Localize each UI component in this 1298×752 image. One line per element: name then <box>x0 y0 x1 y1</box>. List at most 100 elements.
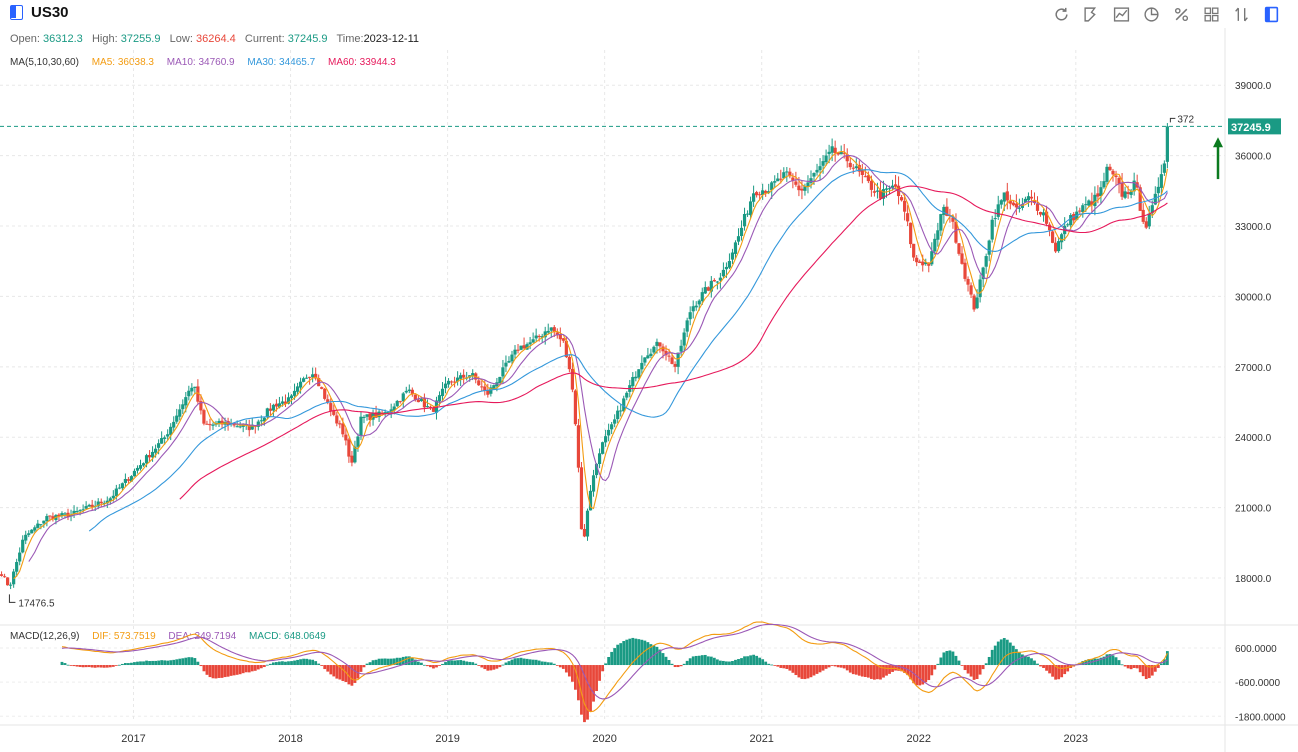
candle-body <box>516 349 520 351</box>
ma10-line <box>28 154 1168 562</box>
candle-body <box>969 285 973 295</box>
candle-body <box>770 182 774 191</box>
candle-body <box>1078 210 1082 212</box>
candle-body <box>154 448 158 453</box>
macd-bar <box>317 663 321 666</box>
compare-icon[interactable] <box>1226 3 1256 25</box>
macd-bar <box>806 665 810 679</box>
candle-body <box>773 181 777 183</box>
macd-bar <box>679 665 683 667</box>
dif-line <box>61 621 1168 713</box>
price-tick-label: 18000.0 <box>1235 574 1272 585</box>
candle-body <box>184 397 188 406</box>
macd-bar <box>492 665 496 670</box>
chart-type-icon[interactable] <box>1106 3 1136 25</box>
candle-body <box>848 162 852 168</box>
ma30-line <box>88 169 1168 532</box>
macd-bar <box>296 659 299 666</box>
macd-bar <box>851 665 855 675</box>
ma30-legend: MA30: 34465.7 <box>247 57 316 68</box>
candle-body <box>326 399 330 403</box>
macd-bar <box>794 665 798 676</box>
macd-legend: MACD(12,26,9) DIF: 573.7519 DEA: 249.719… <box>10 631 336 642</box>
candle-body <box>528 342 532 345</box>
panel-toggle-icon[interactable] <box>10 5 23 20</box>
candle-body <box>942 206 946 215</box>
candle-body <box>280 401 285 404</box>
macd-bar <box>758 657 762 666</box>
macd-bar <box>803 665 807 680</box>
candle-body <box>63 513 67 515</box>
candle-body <box>987 240 991 255</box>
macd-bar <box>1096 658 1100 666</box>
macd-bar <box>102 665 106 668</box>
macd-bar <box>755 655 759 666</box>
macd-bar <box>546 662 550 666</box>
candle-body <box>1147 213 1151 227</box>
drawing-icon[interactable] <box>1076 3 1106 25</box>
macd-bar <box>278 661 281 666</box>
candle-body <box>742 213 747 227</box>
candle-body <box>830 146 834 153</box>
candle-body <box>1057 241 1061 252</box>
candle-body <box>48 515 52 517</box>
pie-icon[interactable] <box>1136 3 1166 25</box>
candle-body <box>81 509 85 511</box>
macd-bar <box>821 665 825 671</box>
macd-bar <box>332 665 336 677</box>
macd-bar <box>404 656 408 666</box>
macd-bar <box>142 661 145 666</box>
macd-bar <box>1099 657 1103 666</box>
refresh-icon[interactable] <box>1046 3 1076 25</box>
candle-body <box>761 190 765 196</box>
macd-bar <box>1042 665 1045 668</box>
macd-tick-label: -600.0000 <box>1235 678 1280 689</box>
candle-body <box>945 206 949 216</box>
macd-bar <box>253 665 257 671</box>
macd-bar <box>350 665 354 686</box>
candle-body <box>265 408 269 418</box>
macd-bar <box>438 665 441 666</box>
macd-bar <box>247 665 251 673</box>
candle-body <box>1087 200 1091 206</box>
candle-body <box>392 406 396 411</box>
macd-bar <box>924 665 928 683</box>
candle-body <box>114 488 118 497</box>
candle-body <box>634 376 638 379</box>
macd-bar <box>981 665 985 670</box>
candle-body <box>887 188 892 190</box>
macd-bar <box>450 660 453 666</box>
macd-bar <box>72 665 76 667</box>
candle-body <box>199 401 203 411</box>
macd-bar <box>743 656 746 666</box>
candle-body <box>591 475 596 492</box>
candle-body <box>289 395 294 399</box>
macd-bar <box>1156 665 1160 668</box>
percent-icon[interactable] <box>1166 3 1196 25</box>
ohlc-readout: Open: 36312.3 High: 37255.9 Low: 36264.4… <box>10 33 419 45</box>
macd-bar <box>413 659 417 666</box>
candle-body <box>703 287 707 294</box>
candle-body <box>1002 192 1006 202</box>
candle-body <box>404 390 408 393</box>
macd-bar <box>555 665 559 666</box>
macd-bar <box>205 665 209 675</box>
fullscreen-icon[interactable] <box>1256 3 1286 25</box>
macd-bar <box>108 665 112 668</box>
macd-bar <box>462 660 466 666</box>
time-tick-label: 2018 <box>278 733 302 745</box>
macd-bar <box>570 665 574 682</box>
macd-bar <box>368 662 372 666</box>
macd-bar <box>1005 639 1009 666</box>
candle-body <box>585 510 590 537</box>
macd-bar <box>700 655 704 666</box>
candle-body <box>507 360 511 363</box>
layout-grid-icon[interactable] <box>1196 3 1226 25</box>
candle-body <box>380 412 384 414</box>
candle-body <box>827 151 831 155</box>
macd-tick-label: -1800.0000 <box>1235 712 1286 723</box>
macd-bar <box>344 665 348 683</box>
candle-body <box>395 400 399 407</box>
macd-bar <box>96 665 100 668</box>
